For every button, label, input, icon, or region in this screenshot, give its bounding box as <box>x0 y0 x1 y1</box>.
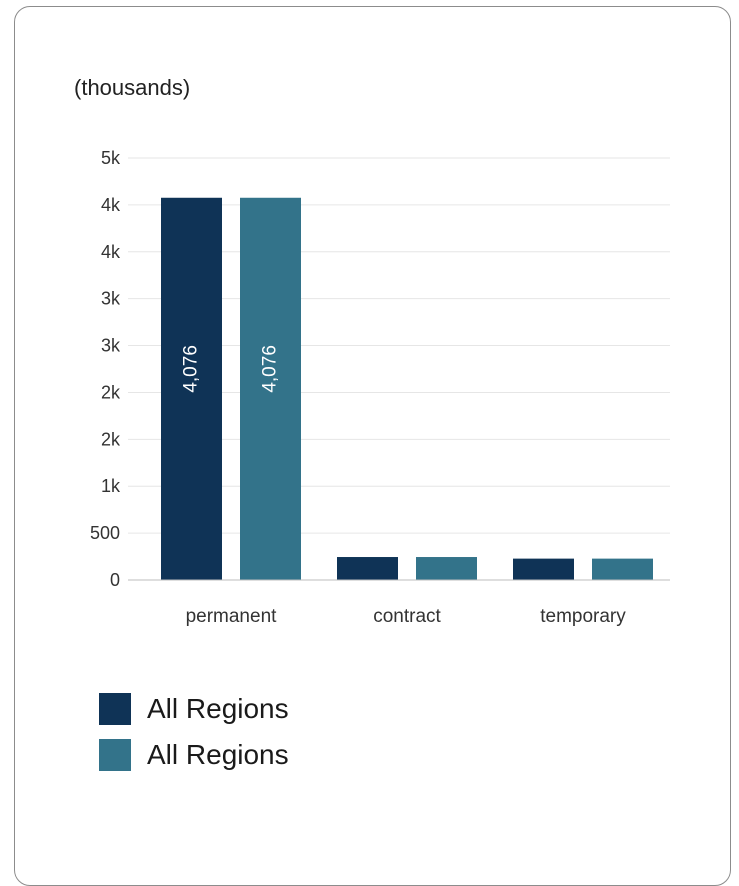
legend-item-series-1[interactable]: All Regions <box>99 693 289 725</box>
bar-data-label: 4,076 <box>260 345 281 393</box>
bar-permanent-series-1[interactable] <box>161 197 222 580</box>
bar-contract-series-1[interactable] <box>337 557 398 580</box>
y-tick-label: 4k <box>101 242 121 262</box>
legend-swatch-series-1 <box>99 693 131 725</box>
bars: 4,076 4,076 <box>161 197 653 580</box>
legend-label-series-2: All Regions <box>147 739 289 770</box>
y-tick-label: 2k <box>101 429 121 449</box>
y-tick-label: 4k <box>101 195 121 215</box>
bar-contract-series-2[interactable] <box>416 557 477 580</box>
x-category-label: temporary <box>540 606 626 627</box>
y-tick-label: 500 <box>90 523 120 543</box>
y-tick-label: 2k <box>101 382 121 402</box>
x-category-label: permanent <box>186 606 278 627</box>
legend: All Regions All Regions <box>99 693 289 785</box>
y-tick-label: 3k <box>101 289 121 309</box>
x-category-label: contract <box>373 606 441 627</box>
legend-item-series-2[interactable]: All Regions <box>99 739 289 771</box>
y-tick-label: 1k <box>101 476 121 496</box>
bar-temporary-series-2[interactable] <box>592 558 653 580</box>
y-tick-label: 5k <box>101 148 121 168</box>
bar-temporary-series-1[interactable] <box>513 558 574 580</box>
x-axis-categories: permanent contract temporary <box>186 606 627 627</box>
bar-chart: 0 500 1k 2k 2k 3k 3k 4k 4k 5k 4,076 4,076 permanen… <box>90 148 670 627</box>
unit-label: (thousands) <box>74 75 191 100</box>
legend-swatch-series-2 <box>99 739 131 771</box>
chart-card <box>14 6 731 886</box>
y-tick-label: 0 <box>110 570 120 590</box>
legend-label-series-1: All Regions <box>147 693 289 724</box>
y-tick-label: 3k <box>101 336 121 356</box>
y-axis-ticks: 0 500 1k 2k 2k 3k 3k 4k 4k 5k <box>90 148 121 590</box>
bar-data-label: 4,076 <box>181 345 202 393</box>
bar-permanent-series-2[interactable] <box>240 197 301 580</box>
